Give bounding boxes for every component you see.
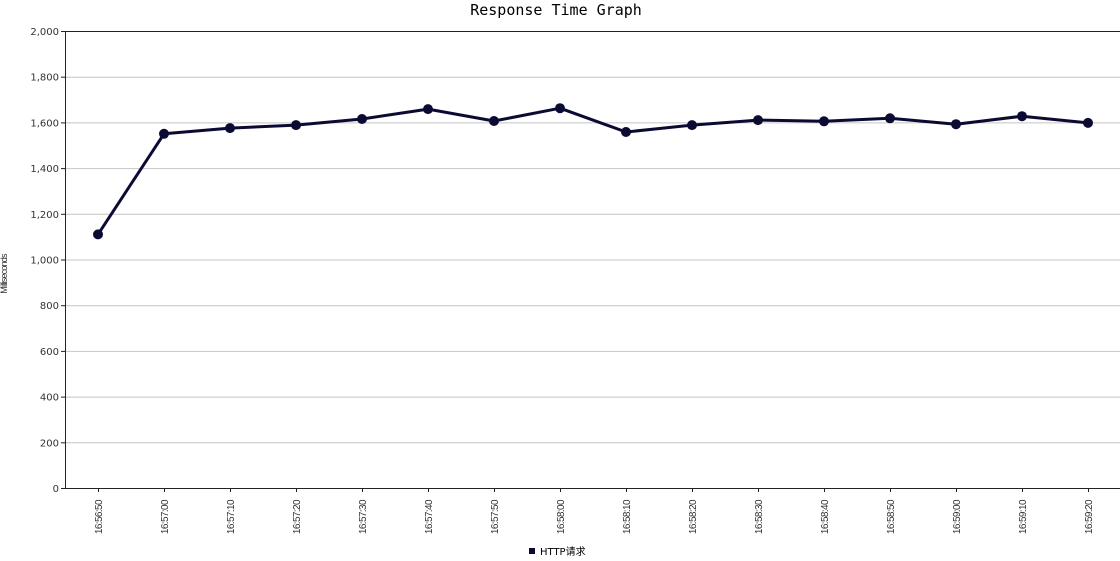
data-point <box>93 229 103 240</box>
data-point <box>159 128 169 139</box>
data-point <box>753 115 763 126</box>
data-point <box>621 127 631 137</box>
data-point <box>555 103 565 114</box>
y-tick-label: 1,200 <box>30 210 59 221</box>
data-point <box>1083 117 1093 128</box>
x-tick-label: 16:58:10 <box>622 499 633 534</box>
x-tick-label: 16:58:50 <box>886 499 897 534</box>
data-point <box>819 116 829 127</box>
data-point <box>489 116 499 126</box>
x-tick-label: 16:59:20 <box>1084 499 1095 534</box>
y-tick-label: 400 <box>40 393 59 404</box>
x-tick-label: 16:59:00 <box>952 499 963 534</box>
x-tick-label: 16:59:10 <box>1018 499 1029 534</box>
y-tick-label: 1,400 <box>30 164 59 175</box>
y-tick-label: 1,000 <box>30 256 59 267</box>
y-tick-label: 1,800 <box>30 73 59 84</box>
y-tick-label: 2,000 <box>30 27 59 38</box>
y-tick-labels: 0 200 400 600 800 1,000 1,200 1,400 1,600 1,800 2,… <box>30 27 59 495</box>
axes <box>61 31 1120 492</box>
data-point <box>885 113 895 124</box>
x-tick-label: 16:57:20 <box>292 499 303 534</box>
y-axis-label: Milliseconds <box>0 253 9 294</box>
y-tick-label: 0 <box>53 484 59 495</box>
x-tick-label: 16:57:50 <box>490 499 501 534</box>
x-tick-label: 16:57:40 <box>424 499 435 534</box>
legend-label: HTTP请求 <box>540 545 586 558</box>
x-tick-label: 16:57:30 <box>358 499 369 534</box>
x-tick-label: 16:56:50 <box>94 499 105 534</box>
y-tick-label: 1,600 <box>30 118 59 129</box>
x-tick-label: 16:58:00 <box>556 499 567 534</box>
x-tick-label: 16:57:10 <box>226 499 237 534</box>
chart-title: Response Time Graph <box>470 1 642 19</box>
data-point <box>225 123 235 134</box>
data-point <box>423 104 433 115</box>
data-point <box>951 119 961 130</box>
y-tick-label: 200 <box>40 438 59 449</box>
data-point <box>1017 111 1027 122</box>
x-tick-labels: 16:56:50 16:57:00 16:57:10 16:57:20 16:57:30… <box>94 499 1095 534</box>
series-line <box>96 106 1090 236</box>
y-tick-label: 600 <box>40 347 59 358</box>
x-tick-label: 16:58:30 <box>754 499 765 534</box>
legend: HTTP请求 <box>529 545 586 558</box>
x-tick-label: 16:58:40 <box>820 499 831 534</box>
gridlines <box>65 31 1120 444</box>
data-point <box>687 120 697 131</box>
data-point <box>291 120 301 131</box>
x-tick-label: 16:58:20 <box>688 499 699 534</box>
data-point <box>357 114 367 124</box>
legend-swatch <box>529 548 535 554</box>
series-layer <box>93 103 1093 240</box>
y-tick-label: 800 <box>40 301 59 312</box>
x-tick-label: 16:57:00 <box>160 499 171 534</box>
